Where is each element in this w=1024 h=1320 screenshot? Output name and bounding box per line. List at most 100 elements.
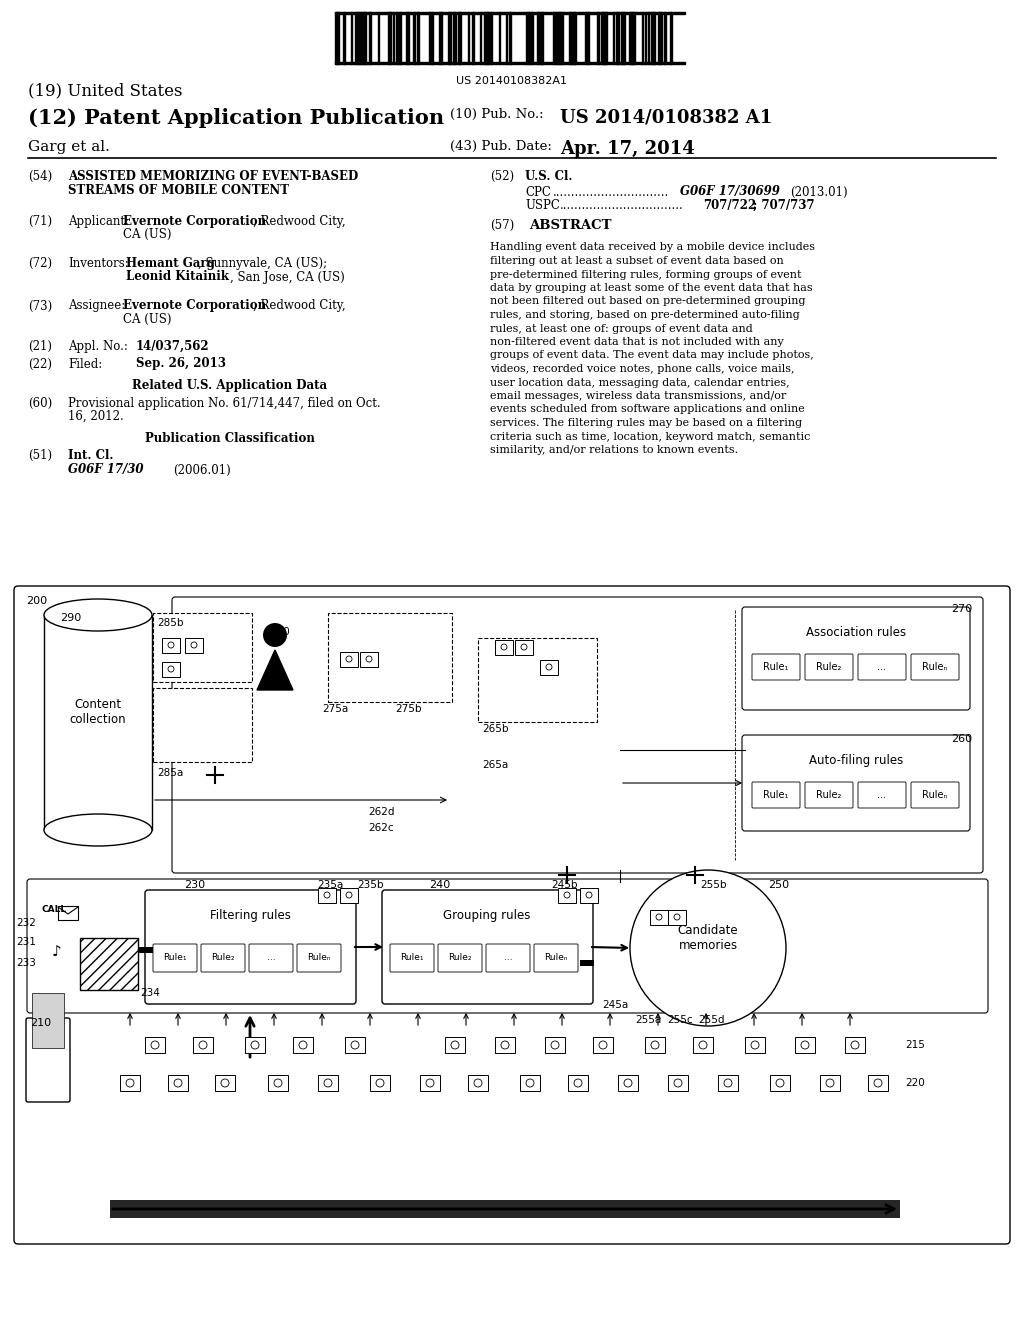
Bar [555,12,557,63]
Ellipse shape [44,599,152,631]
Bar [335,12,685,15]
Bar [340,652,358,667]
FancyBboxPatch shape [153,612,252,682]
Bar [593,1038,613,1053]
Bar [318,1074,338,1092]
Text: 255c: 255c [667,1015,692,1026]
Bar [245,1038,265,1053]
Text: services. The filtering rules may be based on a filtering: services. The filtering rules may be bas… [490,418,802,428]
Text: Appl. No.:: Appl. No.: [68,341,128,352]
Polygon shape [257,649,293,690]
Text: (12) Patent Application Publication: (12) Patent Application Publication [28,108,444,128]
Text: 262c: 262c [368,822,393,833]
Circle shape [501,1041,509,1049]
FancyBboxPatch shape [752,781,800,808]
Bar [587,12,589,63]
Circle shape [526,1078,534,1086]
Bar [745,1038,765,1053]
Circle shape [546,664,552,671]
Text: user location data, messaging data, calendar entries,: user location data, messaging data, cale… [490,378,790,388]
Bar [651,12,653,63]
Text: 707/722: 707/722 [703,199,757,213]
Text: Leonid Kitainik: Leonid Kitainik [126,271,229,284]
Bar [420,1074,440,1092]
Text: ...............................: ............................... [553,186,670,198]
Text: (57): (57) [490,219,514,232]
Circle shape [346,656,352,663]
Circle shape [221,1078,229,1086]
Text: not been filtered out based on pre-determined grouping: not been filtered out based on pre-deter… [490,297,806,306]
Circle shape [174,1078,182,1086]
Text: rules, at least one of: groups of event data and: rules, at least one of: groups of event … [490,323,753,334]
Bar [32,993,63,1048]
Bar [633,12,635,63]
Circle shape [724,1078,732,1086]
Text: 240: 240 [429,880,451,890]
Ellipse shape [44,814,152,846]
Bar [388,12,391,63]
Text: Evernote Corporation: Evernote Corporation [123,214,266,227]
Bar [622,12,625,63]
Bar [162,663,180,677]
Bar [597,12,599,63]
Text: 250: 250 [768,880,790,890]
Circle shape [851,1041,859,1049]
Text: 235a: 235a [316,880,343,890]
Bar [487,12,489,63]
Text: ...: ... [878,789,887,800]
Bar [670,12,672,63]
Bar [558,888,575,903]
Text: Rule₂: Rule₂ [816,789,842,800]
Text: (10) Pub. No.:: (10) Pub. No.: [450,108,544,121]
Bar [540,660,558,675]
Bar [343,12,345,63]
FancyBboxPatch shape [297,944,341,972]
Text: Sep. 26, 2013: Sep. 26, 2013 [136,358,226,371]
Text: Applicant:: Applicant: [68,214,129,227]
Bar [80,939,138,990]
Text: similarity, and/or relations to known events.: similarity, and/or relations to known ev… [490,445,738,455]
Text: CA (US): CA (US) [123,313,171,326]
Bar [406,12,409,63]
Text: groups of event data. The event data may include photos,: groups of event data. The event data may… [490,351,814,360]
Bar [580,960,594,966]
FancyBboxPatch shape [805,653,853,680]
Circle shape [630,870,786,1026]
Circle shape [826,1078,834,1086]
Text: , Redwood City,: , Redwood City, [253,214,346,227]
Text: (51): (51) [28,449,52,462]
Bar [490,12,492,63]
FancyBboxPatch shape [390,944,434,972]
Bar [399,12,401,63]
Bar [604,12,607,63]
Bar [345,1038,365,1053]
Bar [449,12,451,63]
Bar [340,888,358,903]
Bar [318,888,336,903]
Text: 231: 231 [16,937,36,946]
Bar [668,1074,688,1092]
Circle shape [501,644,507,649]
Text: ABSTRACT: ABSTRACT [528,219,611,232]
Bar [396,12,398,63]
Bar [718,1074,738,1092]
Bar [537,12,539,63]
Bar [453,12,456,63]
Bar [110,1200,900,1218]
Text: (21): (21) [28,341,52,352]
Bar [439,12,442,63]
Text: 245a: 245a [602,1001,628,1010]
Text: US 20140108382A1: US 20140108382A1 [457,77,567,86]
Circle shape [599,1041,607,1049]
Text: Rule₁: Rule₁ [763,789,788,800]
Circle shape [699,1041,707,1049]
Circle shape [191,642,197,648]
Text: (72): (72) [28,257,52,271]
Bar [569,12,572,63]
Circle shape [674,1078,682,1086]
Bar [58,906,78,920]
Bar [417,12,419,63]
FancyBboxPatch shape [153,944,197,972]
Text: G06F 17/30: G06F 17/30 [68,463,143,477]
Text: 262d: 262d [368,807,394,817]
